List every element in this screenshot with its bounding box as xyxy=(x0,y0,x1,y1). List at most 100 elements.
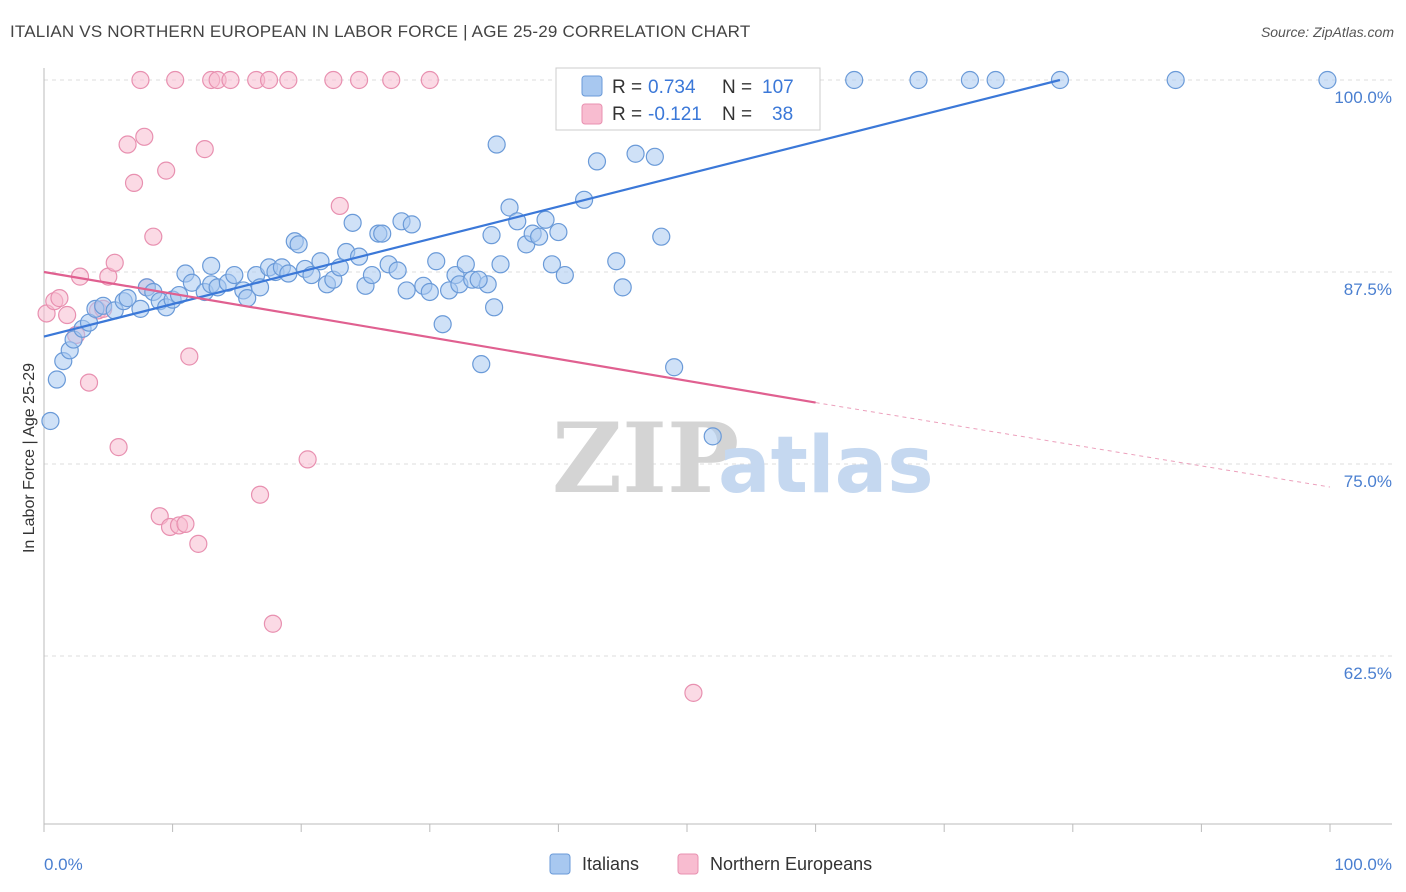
point-italians-12 xyxy=(131,299,150,318)
legend-n-label-northern-europeans: N = xyxy=(722,104,752,125)
point-northern-europeans-34 xyxy=(279,70,298,90)
legend-r-value-italians: 0.734 xyxy=(648,77,696,98)
point-italians-64 xyxy=(472,355,491,374)
point-northern-europeans-39 xyxy=(382,70,401,90)
legend-n-value-northern-europeans: 38 xyxy=(772,104,793,125)
point-northern-europeans-12 xyxy=(118,135,137,154)
y-axis-label: In Labor Force | Age 25-29 xyxy=(21,363,38,553)
point-italians-69 xyxy=(491,255,510,274)
point-northern-europeans-21 xyxy=(166,70,185,90)
point-italians-99 xyxy=(845,70,864,90)
point-italians-101 xyxy=(960,70,980,90)
point-italians-53 xyxy=(397,281,416,300)
point-northern-europeans-2 xyxy=(50,289,69,308)
point-italians-36 xyxy=(289,235,308,254)
point-northern-europeans-36 xyxy=(324,70,343,90)
point-northern-europeans-31 xyxy=(250,485,270,504)
bottom-legend-label-northern-europeans: Northern Europeans xyxy=(710,854,872,874)
trend-line-northern-europeans-extension xyxy=(815,402,1331,488)
point-italians-89 xyxy=(626,144,645,163)
point-italians-104 xyxy=(1166,70,1185,90)
point-northern-europeans-37 xyxy=(330,196,349,216)
y-tick-labels: 100.0% 87.5% 75.0% 62.5% xyxy=(1334,88,1392,683)
point-italians-95 xyxy=(703,427,722,446)
point-italians-92 xyxy=(607,252,626,271)
point-northern-europeans-41 xyxy=(684,683,703,702)
point-italians-78 xyxy=(549,222,568,242)
point-northern-europeans-11 xyxy=(109,438,128,457)
point-italians-51 xyxy=(388,261,407,280)
point-northern-europeans-38 xyxy=(349,70,369,90)
x-tick-label-1: 100.0% xyxy=(1334,855,1392,874)
watermark-zip: ZIP xyxy=(552,402,739,515)
point-italians-49 xyxy=(373,224,392,243)
series-italians xyxy=(41,70,1337,446)
chart-title: ITALIAN VS NORTHERN EUROPEAN IN LABOR FO… xyxy=(10,22,751,41)
trend-line-northern-europeans xyxy=(43,270,816,404)
point-italians-79 xyxy=(555,265,574,285)
legend: R = 0.734 N = 107 R = -0.121 N = 38 xyxy=(555,67,821,131)
legend-r-label-italians: R = xyxy=(612,77,642,98)
point-northern-europeans-19 xyxy=(157,161,176,180)
bottom-legend: Italians Northern Europeans xyxy=(549,853,872,875)
bottom-legend-swatch-northern-europeans xyxy=(677,853,699,875)
point-italians-93 xyxy=(613,278,632,297)
point-italians-68 xyxy=(482,226,501,245)
legend-swatch-italians xyxy=(581,75,603,97)
point-italians-58 xyxy=(433,315,452,334)
point-italians-26 xyxy=(225,265,244,285)
point-italians-44 xyxy=(343,213,362,232)
point-northern-europeans-17 xyxy=(144,227,163,246)
point-northern-europeans-3 xyxy=(58,305,77,325)
point-italians-100 xyxy=(909,70,928,90)
legend-n-label-italians: N = xyxy=(722,77,752,98)
point-northern-europeans-10 xyxy=(105,253,124,272)
point-northern-europeans-40 xyxy=(420,70,439,90)
legend-n-value-italians: 107 xyxy=(762,77,794,98)
legend-swatch-northern-europeans xyxy=(581,103,603,125)
point-northern-europeans-23 xyxy=(176,514,195,534)
bottom-legend-label-italians: Italians xyxy=(582,854,639,874)
point-italians-47 xyxy=(362,265,382,285)
point-italians-102 xyxy=(986,70,1005,90)
point-italians-76 xyxy=(536,210,555,229)
point-italians-0 xyxy=(41,411,60,431)
legend-r-value-northern-europeans: -0.121 xyxy=(648,104,702,125)
point-northern-europeans-25 xyxy=(189,534,208,553)
point-italians-1 xyxy=(47,370,66,389)
point-italians-20 xyxy=(182,273,201,292)
point-italians-75 xyxy=(530,227,549,246)
trend-line-italians xyxy=(43,78,1061,338)
point-italians-77 xyxy=(542,255,562,274)
y-tick-label-2: 75.0% xyxy=(1344,472,1392,491)
point-italians-57 xyxy=(427,252,446,271)
point-italians-90 xyxy=(645,147,664,166)
point-italians-11 xyxy=(118,289,137,308)
point-italians-67 xyxy=(485,298,504,317)
x-tick-labels: 0.0% 100.0% xyxy=(44,855,1392,874)
point-northern-europeans-6 xyxy=(79,373,99,392)
point-northern-europeans-24 xyxy=(180,347,199,366)
chart-source: Source: ZipAtlas.com xyxy=(1260,24,1394,40)
point-northern-europeans-32 xyxy=(259,70,279,90)
point-northern-europeans-15 xyxy=(135,127,154,146)
trend-lines xyxy=(43,78,1331,488)
point-northern-europeans-26 xyxy=(195,140,214,159)
axes xyxy=(43,68,1392,832)
point-italians-71 xyxy=(500,198,519,217)
bottom-legend-swatch-italians xyxy=(549,853,571,875)
y-tick-label-0: 100.0% xyxy=(1334,88,1392,107)
point-italians-54 xyxy=(402,215,421,234)
watermark-atlas: atlas xyxy=(718,421,934,511)
point-northern-europeans-29 xyxy=(221,70,240,90)
point-northern-europeans-13 xyxy=(124,173,144,193)
point-italians-24 xyxy=(202,256,221,275)
point-italians-87 xyxy=(587,152,607,171)
point-italians-94 xyxy=(665,358,684,377)
point-italians-91 xyxy=(652,227,671,246)
point-northern-europeans-33 xyxy=(263,614,283,633)
legend-r-label-northern-europeans: R = xyxy=(612,104,642,125)
series-northern-europeans xyxy=(37,70,703,702)
point-northern-europeans-14 xyxy=(131,70,150,90)
